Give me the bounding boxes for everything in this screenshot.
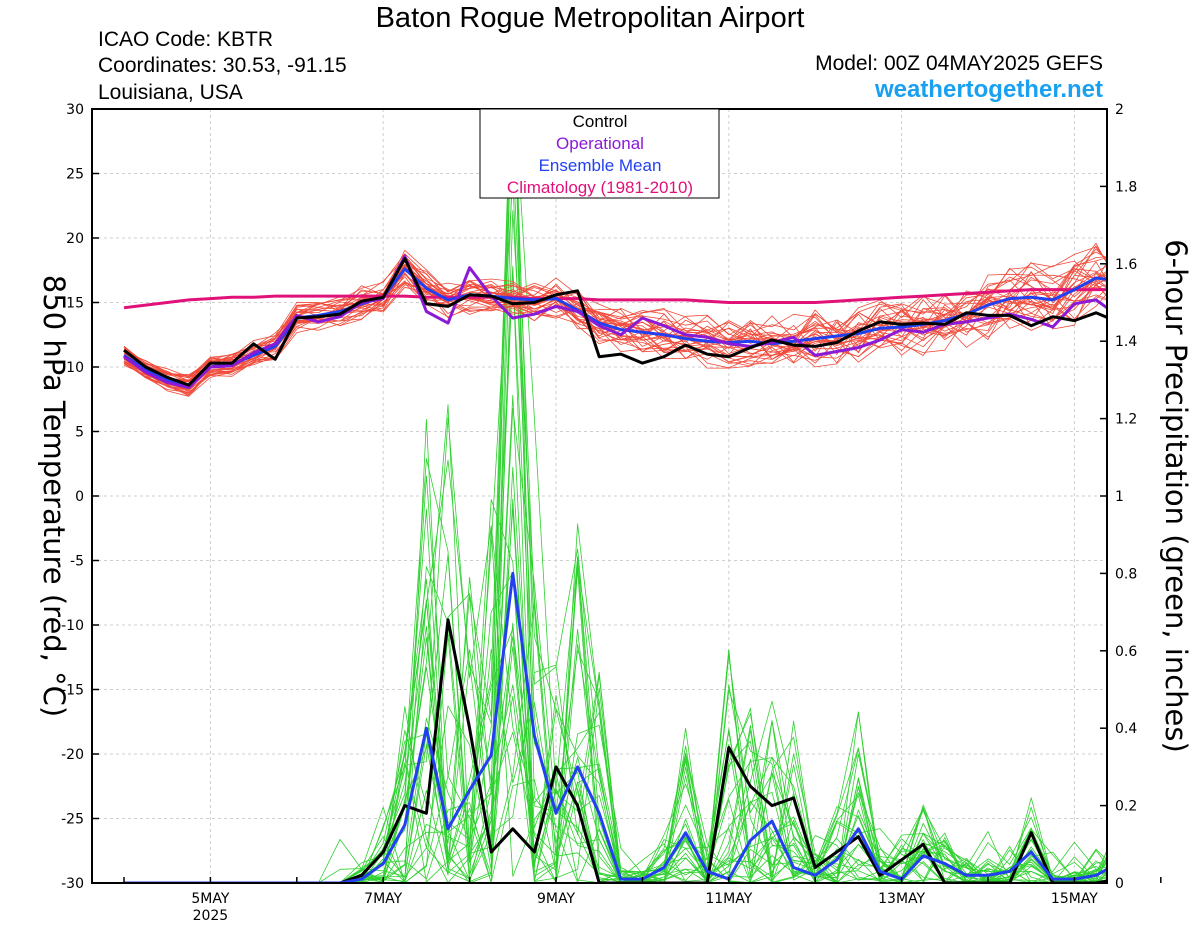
precip-member-line [124,268,1107,883]
precip-member-line [124,466,1107,883]
precip-member-line [124,417,1107,883]
precip-member-line [124,265,1107,883]
precip-member-line [124,557,1107,883]
left-axis-label: 850 hPa Temperature (red, °C) [37,275,71,717]
right-tick-label: 0 [1115,876,1124,892]
x-tick-label: 15MAY [1051,891,1098,907]
left-tick-label: 25 [66,167,84,183]
axis-ticks: 302520151050-5-10-15-20-25-3021.81.61.41… [61,102,1162,924]
right-tick-label: 0.8 [1115,566,1137,582]
left-tick-label: -25 [61,812,84,828]
right-tick-label: 0.2 [1115,799,1137,815]
right-axis-label: 6-hour Precipitation (green, inches) [1159,239,1193,753]
left-tick-label: 0 [75,489,84,505]
icao-code: ICAO Code: KBTR [98,28,274,51]
x-tick-label: 7MAY [364,891,402,907]
right-tick-label: 1.8 [1115,179,1137,195]
temperature-member-line [123,280,1107,395]
x-tick-label: 11MAY [705,891,752,907]
right-tick-label: 0.4 [1115,721,1137,737]
right-tick-label: 1 [1115,489,1124,505]
temperature-member-line [123,242,1107,378]
climatology-line [123,288,1107,310]
left-tick-label: 20 [66,231,84,247]
x-tick-label: 13MAY [878,891,925,907]
temperature-member-line [123,246,1107,376]
precip-member-line [124,109,1107,883]
right-tick-label: 0.6 [1115,644,1137,660]
left-tick-label: 15 [66,296,84,312]
precip-member-line [124,578,1107,883]
temperature-member-line [123,253,1107,378]
gridlines [92,108,1107,884]
temperature-member-line [123,281,1107,397]
left-tick-label: -15 [61,683,84,699]
left-tick-label: 10 [66,360,84,376]
control-precip-line [124,618,1107,883]
precip-member-line [124,404,1107,883]
precip-member-line [124,210,1107,883]
right-tick-label: 1.6 [1115,257,1137,273]
left-tick-label: -20 [61,747,84,763]
temperature-member-line [123,276,1107,393]
temperature-member-line [123,265,1107,382]
precip-member-line [124,408,1107,883]
right-tick-label: 1.4 [1115,334,1137,350]
temperature-member-line [123,274,1107,391]
left-tick-label: 5 [75,425,84,441]
legend-control: Control [573,112,628,131]
temperature-member-line [123,273,1107,394]
precip-member-line [124,148,1107,883]
main-series-lines [123,254,1107,883]
precip-member-line [124,571,1107,883]
legend-ensemble-mean: Ensemble Mean [539,156,662,175]
temperature-member-line [123,265,1107,386]
legend: Control Operational Ensemble Mean Climat… [479,108,720,199]
temperature-member-lines [123,242,1107,397]
left-tick-label: -10 [61,618,84,634]
left-tick-label: 30 [66,102,84,118]
region: Louisiana, USA [98,81,243,104]
temperature-member-line [123,283,1107,390]
control-temp-line [123,257,1107,387]
x-tick-label: 9MAY [537,891,575,907]
temperature-member-line [123,255,1107,385]
legend-box [479,108,720,199]
right-tick-label: 2 [1115,102,1124,118]
ensemble-mean-precip-line [124,571,1107,883]
right-tick-label: 1.2 [1115,412,1137,428]
x-tick-label: 5MAY [191,891,229,907]
precip-member-line [124,458,1107,883]
precip-member-line [124,528,1107,883]
legend-operational: Operational [556,134,644,153]
coordinates: Coordinates: 30.53, -91.15 [98,54,347,77]
legend-climatology: Climatology (1981-2010) [507,178,693,197]
temperature-member-line [123,268,1107,383]
model-run: Model: 00Z 04MAY2025 GEFS [815,52,1103,75]
left-tick-label: -5 [70,554,84,570]
climatology-layer [123,288,1107,310]
precip-member-line [124,177,1107,883]
temperature-member-line [123,258,1107,382]
left-tick-label: -30 [61,876,84,892]
temperature-member-line [123,268,1107,392]
chart-title: Baton Rogue Metropolitan Airport [375,2,805,34]
precip-member-line [124,394,1107,883]
x-tick-year-label: 2025 [193,908,229,924]
precip-member-line [124,563,1107,883]
website-link[interactable]: weathertogether.net [874,76,1103,103]
